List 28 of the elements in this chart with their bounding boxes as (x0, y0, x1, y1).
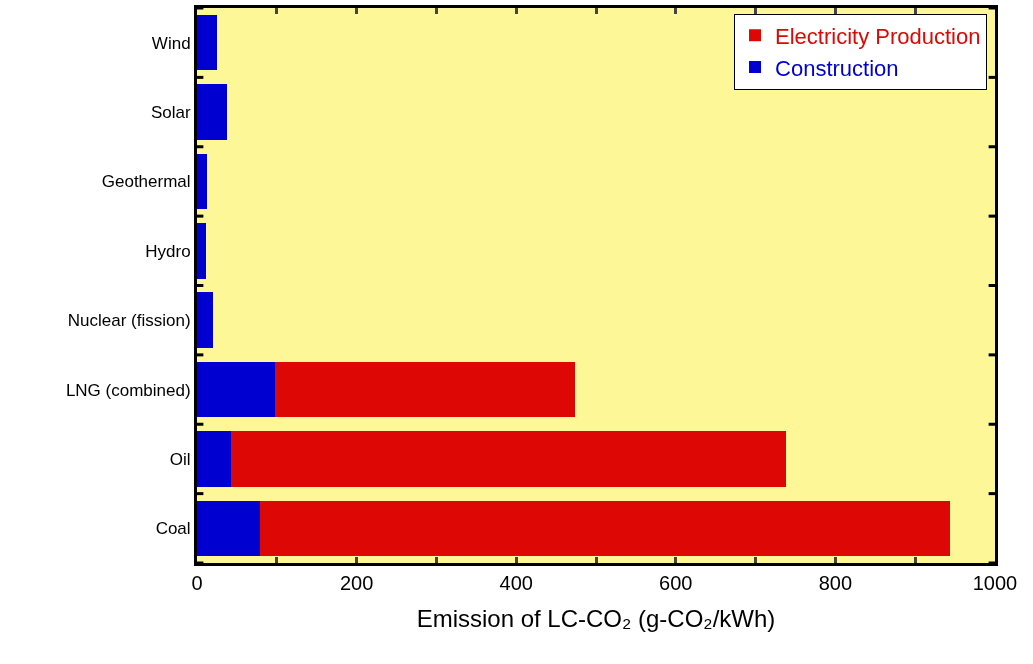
y-tick-label: Nuclear (fission) (67, 311, 191, 331)
y-tick-label: Wind (151, 33, 191, 53)
bar (197, 223, 206, 279)
y-tick-label: LNG (combined) (65, 380, 191, 400)
x-axis-title: Emission of LC-CO₂ (g-CO₂/kWh) (416, 605, 776, 633)
bar (197, 153, 208, 210)
y-tick-label: Solar (150, 103, 191, 123)
bar (197, 431, 232, 487)
bar (260, 500, 950, 557)
y-tick-label: Oil (169, 449, 191, 469)
y-tick-label: Coal (155, 519, 191, 539)
legend-label: Construction (775, 55, 899, 81)
bar (197, 292, 213, 348)
y-tick-label: Geothermal (101, 172, 191, 192)
bar (197, 84, 228, 140)
x-tick-label: 1000 (972, 572, 1018, 594)
bar (197, 500, 261, 557)
legend-label: Electricity Production (775, 23, 981, 49)
y-tick-label: Hydro (145, 241, 191, 261)
x-tick-label: 600 (659, 572, 693, 594)
bar (231, 431, 786, 487)
bar (197, 361, 276, 418)
bar (197, 14, 217, 71)
x-tick-label: 200 (339, 572, 374, 594)
bar (275, 361, 576, 418)
x-tick-label: 0 (191, 572, 203, 594)
x-tick-label: 800 (818, 572, 853, 594)
x-tick-label: 400 (499, 572, 533, 594)
